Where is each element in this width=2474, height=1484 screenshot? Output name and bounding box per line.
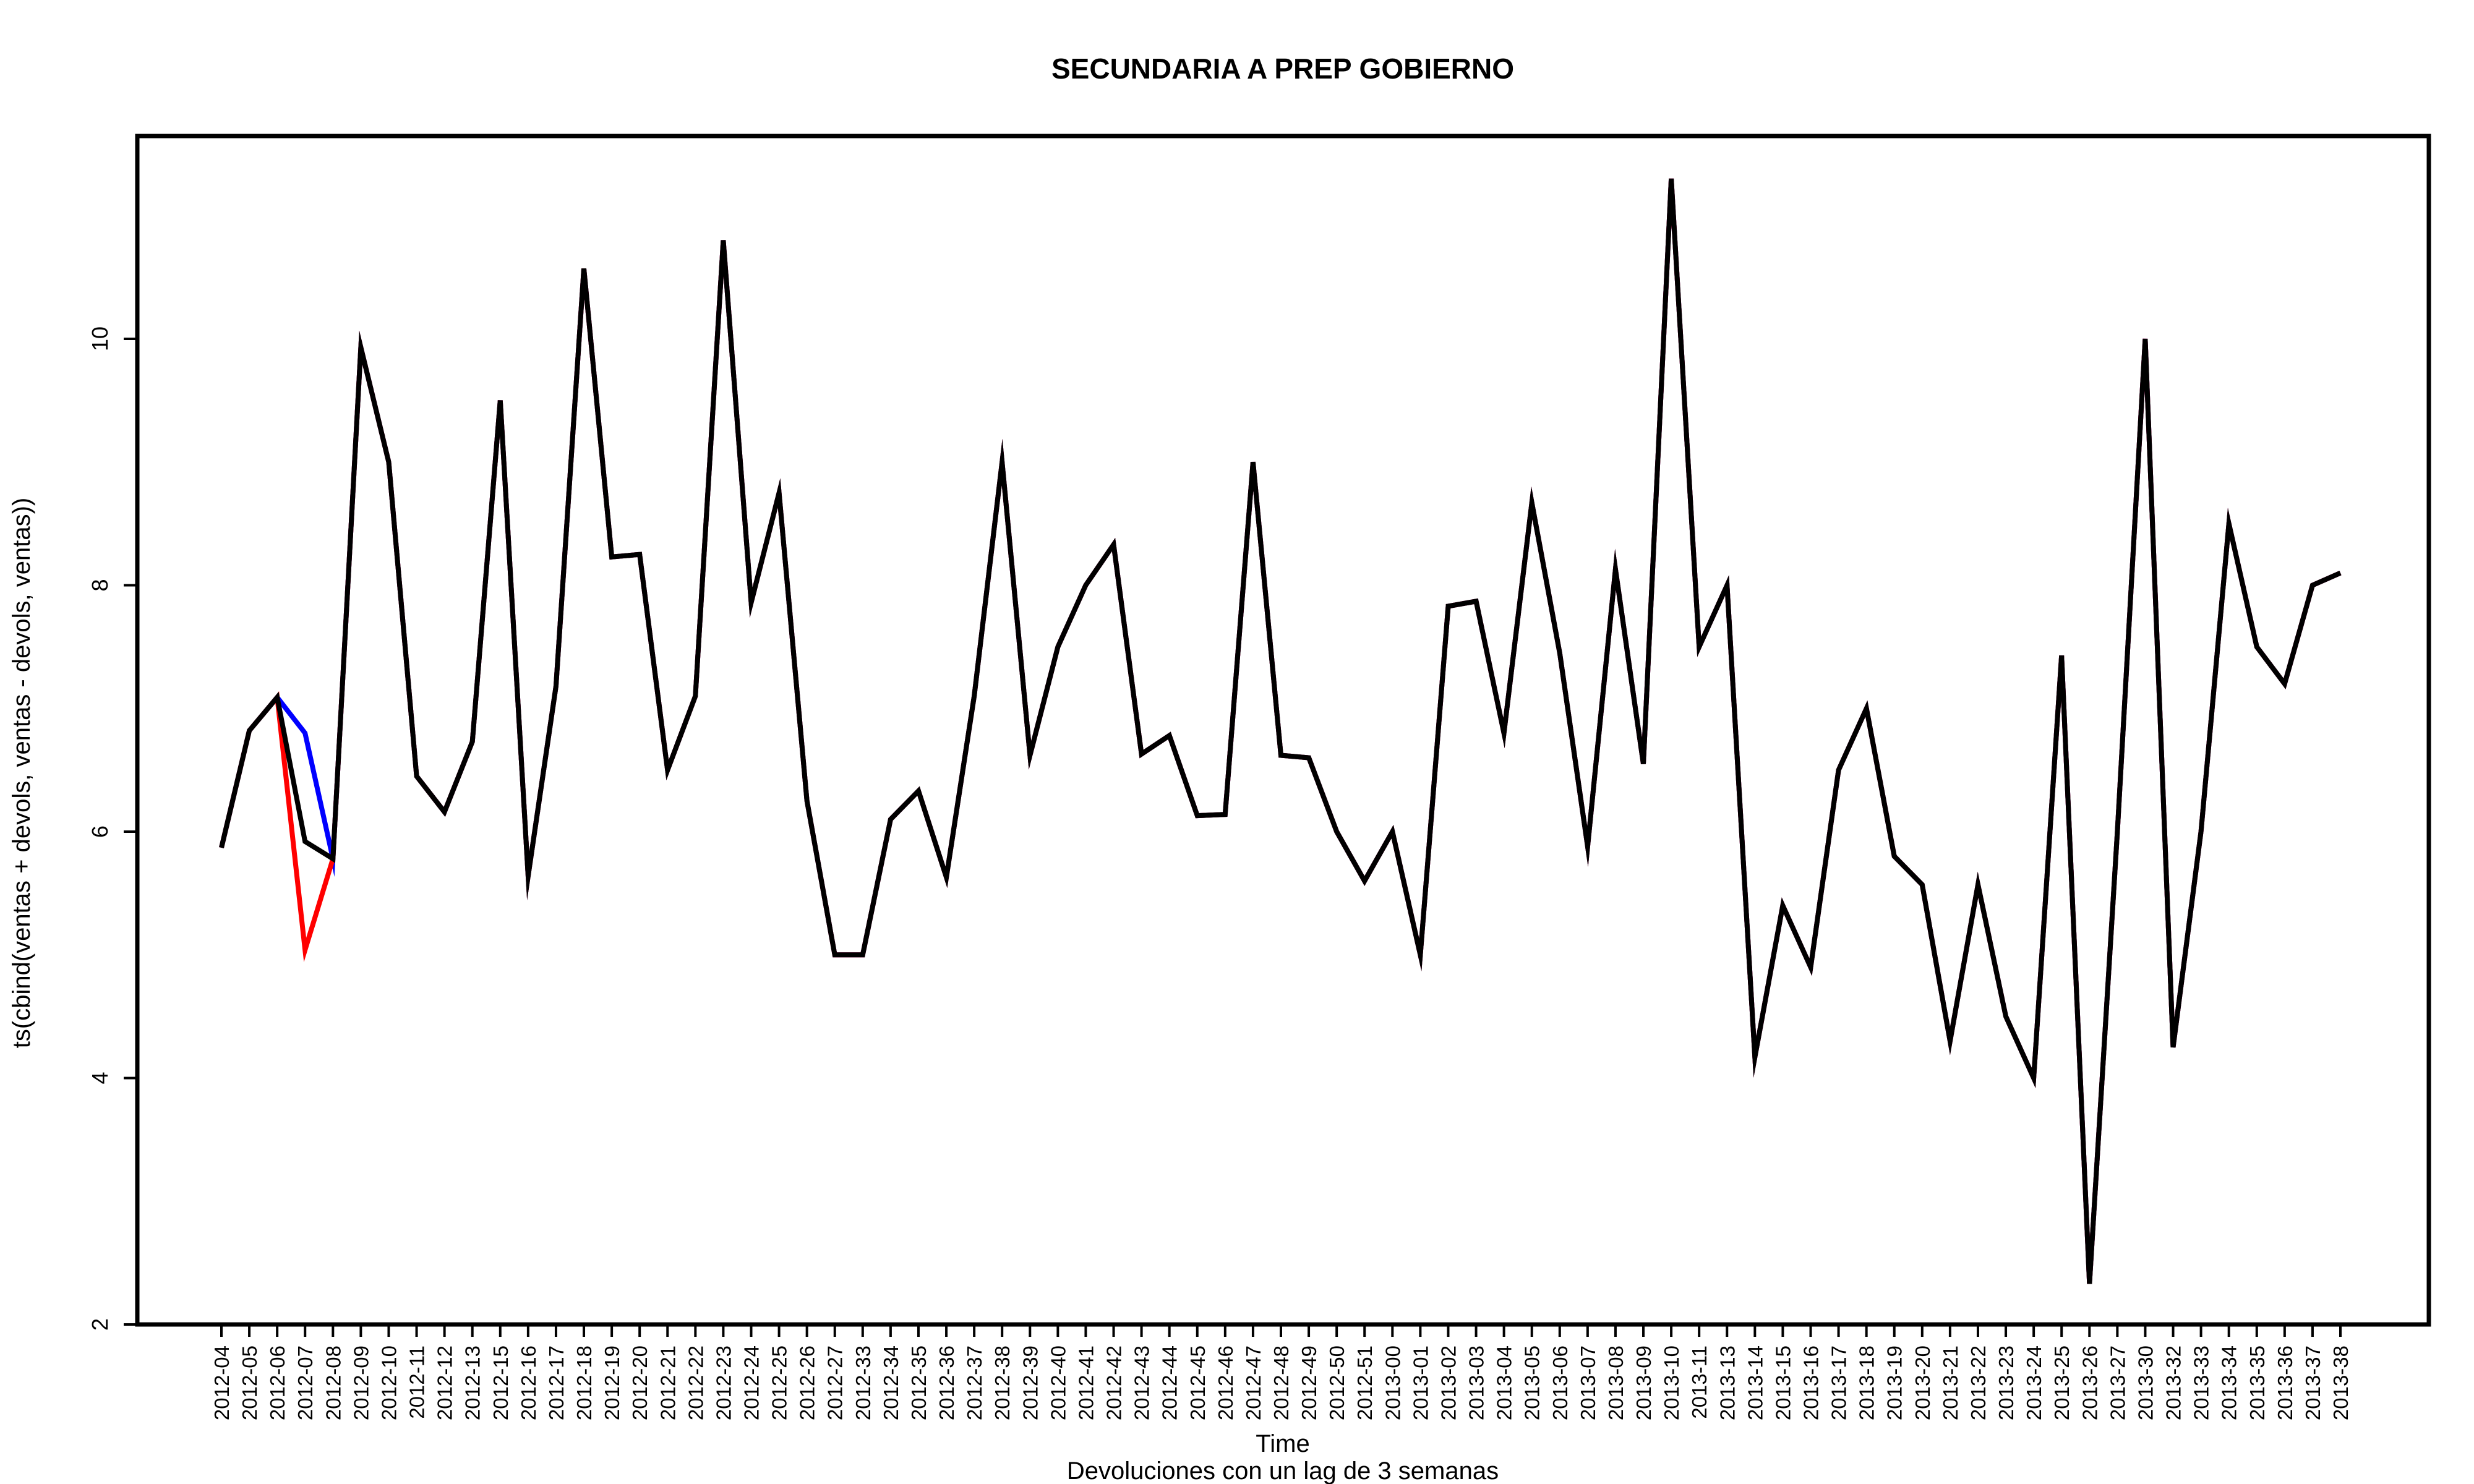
x-tick-label: 2013-25 bbox=[2050, 1345, 2073, 1420]
x-tick-label: 2013-00 bbox=[1381, 1345, 1404, 1420]
y-tick-label: 10 bbox=[87, 326, 113, 351]
x-tick-label: 2013-18 bbox=[1856, 1345, 1878, 1420]
x-tick-label: 2013-22 bbox=[1967, 1345, 1990, 1420]
y-axis-label: ts(cbind(ventas + devols, ventas - devol… bbox=[8, 498, 35, 1048]
x-tick-label: 2012-08 bbox=[322, 1345, 345, 1420]
x-tick-label: 2012-50 bbox=[1325, 1345, 1348, 1420]
x-tick-label: 2013-19 bbox=[1883, 1345, 1906, 1420]
x-tick-label: 2013-20 bbox=[1911, 1345, 1934, 1420]
x-tick-label: 2012-37 bbox=[963, 1345, 986, 1420]
x-tick-label: 2012-18 bbox=[573, 1345, 596, 1420]
x-tick-label: 2013-14 bbox=[1744, 1345, 1766, 1420]
x-tick-label: 2012-26 bbox=[796, 1345, 819, 1420]
x-tick-label: 2013-37 bbox=[2301, 1345, 2324, 1420]
x-tick-label: 2012-44 bbox=[1158, 1345, 1181, 1420]
x-tick-label: 2012-17 bbox=[545, 1345, 568, 1420]
x-tick-label: 2012-45 bbox=[1186, 1345, 1209, 1420]
x-tick-label: 2013-33 bbox=[2190, 1345, 2213, 1420]
x-tick-label: 2013-34 bbox=[2218, 1345, 2241, 1420]
x-tick-label: 2013-21 bbox=[1939, 1345, 1962, 1420]
x-tick-label: 2013-03 bbox=[1465, 1345, 1488, 1420]
x-tick-label: 2013-35 bbox=[2246, 1345, 2269, 1420]
x-tick-label: 2013-07 bbox=[1577, 1345, 1599, 1420]
x-tick-label: 2012-22 bbox=[684, 1345, 707, 1420]
x-tick-label: 2013-02 bbox=[1437, 1345, 1460, 1420]
x-tick-label: 2012-47 bbox=[1242, 1345, 1265, 1420]
x-tick-label: 2012-19 bbox=[601, 1345, 623, 1420]
x-tick-label: 2012-33 bbox=[852, 1345, 875, 1420]
x-tick-label: 2013-23 bbox=[1995, 1345, 2018, 1420]
y-tick-label: 4 bbox=[87, 1072, 113, 1084]
x-tick-label: 2013-38 bbox=[2329, 1345, 2352, 1420]
x-tick-label: 2012-40 bbox=[1047, 1345, 1069, 1420]
x-tick-label: 2012-39 bbox=[1019, 1345, 1042, 1420]
y-tick-label: 2 bbox=[87, 1318, 113, 1331]
x-tick-label: 2012-13 bbox=[461, 1345, 484, 1420]
x-tick-label: 2012-07 bbox=[294, 1345, 317, 1420]
x-tick-label: 2013-11 bbox=[1688, 1345, 1711, 1419]
x-tick-label: 2012-43 bbox=[1131, 1345, 1154, 1420]
x-tick-label: 2012-16 bbox=[517, 1345, 540, 1420]
x-tick-label: 2013-24 bbox=[2022, 1345, 2045, 1420]
x-tick-label: 2012-27 bbox=[824, 1345, 847, 1420]
x-tick-label: 2012-10 bbox=[377, 1345, 400, 1420]
x-tick-label: 2013-32 bbox=[2162, 1345, 2185, 1420]
x-axis-label: Time bbox=[1256, 1430, 1309, 1457]
x-tick-label: 2013-27 bbox=[2106, 1345, 2129, 1420]
x-tick-label: 2012-35 bbox=[907, 1345, 930, 1420]
x-tick-label: 2012-24 bbox=[740, 1345, 763, 1420]
y-tick-label: 6 bbox=[87, 825, 113, 838]
x-tick-label: 2013-05 bbox=[1521, 1345, 1544, 1420]
x-tick-label: 2012-12 bbox=[434, 1345, 456, 1420]
series-line-3 bbox=[219, 178, 2342, 1284]
x-tick-label: 2013-10 bbox=[1660, 1345, 1683, 1420]
x-tick-label: 2012-46 bbox=[1214, 1345, 1237, 1420]
y-axis: 2 4 6 8 10 bbox=[87, 326, 139, 1331]
x-tick-label: 2012-42 bbox=[1103, 1345, 1126, 1420]
x-tick-label: 2012-34 bbox=[880, 1345, 902, 1420]
chart-subtitle: Devoluciones con un lag de 3 semanas bbox=[1067, 1457, 1499, 1484]
x-tick-label: 2013-01 bbox=[1409, 1345, 1432, 1420]
x-tick-label: 2013-04 bbox=[1493, 1345, 1516, 1420]
x-tick-label: 2012-38 bbox=[991, 1345, 1014, 1420]
x-tick-label: 2012-25 bbox=[768, 1345, 791, 1420]
x-tick-label: 2013-13 bbox=[1716, 1345, 1739, 1420]
x-tick-label: 2013-36 bbox=[2274, 1345, 2296, 1420]
x-tick-label: 2013-30 bbox=[2134, 1345, 2157, 1420]
y-tick-label: 8 bbox=[87, 579, 113, 591]
x-tick-label: 2013-17 bbox=[1828, 1345, 1851, 1420]
x-tick-label: 2012-41 bbox=[1074, 1345, 1097, 1420]
x-tick-label: 2013-08 bbox=[1604, 1345, 1627, 1420]
x-tick-label: 2012-05 bbox=[238, 1345, 261, 1420]
x-tick-label: 2012-15 bbox=[489, 1345, 512, 1420]
x-tick-label: 2012-20 bbox=[628, 1345, 651, 1420]
x-tick-label: 2012-36 bbox=[935, 1345, 958, 1420]
series-layer bbox=[219, 178, 2342, 1284]
x-tick-label: 2013-09 bbox=[1632, 1345, 1655, 1420]
x-tick-label: 2012-04 bbox=[210, 1345, 233, 1420]
x-tick-label: 2012-06 bbox=[266, 1345, 289, 1420]
x-tick-label: 2013-26 bbox=[2078, 1345, 2101, 1420]
x-tick-label: 2013-06 bbox=[1549, 1345, 1572, 1420]
chart-title: SECUNDARIA A PREP GOBIERNO bbox=[1051, 53, 1514, 85]
x-tick-label: 2013-15 bbox=[1771, 1345, 1794, 1420]
x-tick-label: 2012-11 bbox=[406, 1345, 429, 1419]
x-tick-label: 2012-21 bbox=[656, 1345, 679, 1420]
x-tick-label: 2012-48 bbox=[1270, 1345, 1293, 1420]
x-tick-label: 2012-49 bbox=[1298, 1345, 1320, 1420]
x-tick-label: 2012-51 bbox=[1353, 1345, 1376, 1420]
x-tick-label: 2012-23 bbox=[712, 1345, 735, 1420]
x-tick-label: 2013-16 bbox=[1800, 1345, 1823, 1420]
x-tick-label: 2012-09 bbox=[349, 1345, 372, 1420]
x-axis: 2012-04 2012-05 2012-06 2012-07 2012-08 2012-… bbox=[210, 1323, 2352, 1420]
